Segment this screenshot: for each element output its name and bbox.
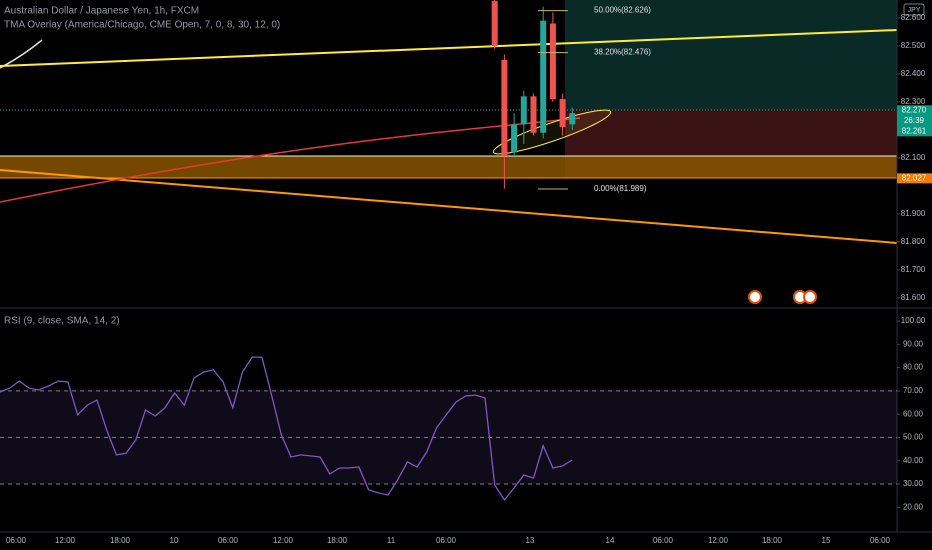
- price-tag-label: 82.270: [902, 105, 927, 114]
- symbol-title: Australian Dollar / Japanese Yen, 1h, FX…: [4, 6, 199, 17]
- countdown: 26:39: [904, 116, 925, 125]
- time-label: 06:00: [436, 536, 457, 545]
- price-tick-label: 82.500: [901, 41, 926, 50]
- price-tag: [897, 105, 932, 137]
- fib-label: 38.20%(82.476): [594, 48, 651, 57]
- fib-label: 0.00%(81.989): [594, 184, 647, 193]
- time-label: 06:00: [6, 536, 27, 545]
- price-tick-label: 81.900: [901, 209, 926, 218]
- price-tick-label: 81.600: [901, 293, 926, 302]
- candle-body: [569, 113, 576, 125]
- time-label: 06:00: [218, 536, 239, 545]
- price-tick-label: 82.600: [901, 13, 926, 22]
- rsi-line: [0, 356, 573, 502]
- time-label: 10: [170, 536, 179, 545]
- rsi-tick-label: 80.00: [903, 363, 924, 372]
- time-label: 06:00: [653, 536, 674, 545]
- price-tick-label: 81.800: [901, 237, 926, 246]
- price-tag-label: 82.027: [902, 173, 927, 182]
- time-label: 18:00: [327, 536, 348, 545]
- time-label: 12:00: [708, 536, 729, 545]
- candle-body: [559, 99, 566, 128]
- rsi-tick-label: 20.00: [903, 502, 924, 511]
- price-tick-label: 82.400: [901, 69, 926, 78]
- price-tick-label: 81.700: [901, 265, 926, 274]
- candle-body: [549, 23, 556, 100]
- candle-body: [501, 59, 508, 156]
- rsi-tick-label: 40.00: [903, 456, 924, 465]
- rsi-tick-label: 60.00: [903, 409, 924, 418]
- event-marker[interactable]: [748, 290, 762, 304]
- rsi-title: RSI (9, close, SMA, 14, 2): [4, 316, 120, 327]
- event-marker[interactable]: [803, 290, 817, 304]
- event-markers[interactable]: [748, 290, 817, 304]
- rsi-tick-label: 50.00: [903, 433, 924, 442]
- orange-trendline: [0, 169, 898, 244]
- candle-body: [520, 96, 527, 125]
- support-zone: [0, 156, 897, 178]
- indicator-title: TMA Overlay (America/Chicago, CME Open, …: [4, 20, 280, 31]
- time-label: 18:00: [762, 536, 783, 545]
- fib-label: 50.00%(82.626): [594, 6, 651, 15]
- price-tag: [897, 173, 932, 184]
- time-label: 18:00: [110, 536, 131, 545]
- candle-body: [530, 96, 537, 133]
- currency-badge[interactable]: [903, 3, 925, 16]
- rsi-tick-label: 70.00: [903, 386, 924, 395]
- time-label: 06:00: [870, 536, 891, 545]
- time-label: 14: [606, 536, 615, 545]
- time-label: 13: [526, 536, 535, 545]
- price-tick-label: 82.100: [901, 153, 926, 162]
- candle-body: [511, 124, 518, 153]
- profit-zone: [565, 0, 897, 110]
- price-tick-label: 82.300: [901, 97, 926, 106]
- candle-body: [540, 20, 547, 133]
- yellow-trendline: [0, 29, 898, 67]
- time-label: 15: [822, 536, 831, 545]
- rsi-tick-label: 90.00: [903, 339, 924, 348]
- rsi-tick-label: 100.00: [901, 316, 926, 325]
- time-label: 12:00: [273, 536, 294, 545]
- time-label: 11: [387, 536, 396, 545]
- currency-label: JPY: [908, 7, 921, 14]
- candle-body: [491, 1, 498, 46]
- last-close: 82.261: [902, 126, 927, 135]
- rsi-tick-label: 30.00: [903, 479, 924, 488]
- highlight-ellipse: [492, 109, 612, 155]
- time-label: 12:00: [55, 536, 76, 545]
